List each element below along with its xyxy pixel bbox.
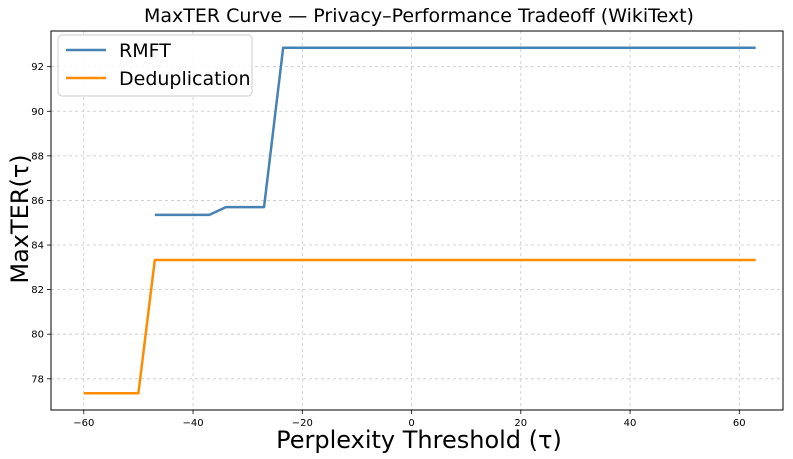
y-tick-label: 90 <box>31 107 44 118</box>
x-axis-ticks: −60 −40 −20 0 20 40 60 <box>73 410 746 429</box>
plot-area <box>50 30 784 411</box>
y-tick-label: 92 <box>31 62 44 73</box>
x-tick-label: 20 <box>514 418 527 429</box>
legend-label: Deduplication <box>119 68 251 90</box>
x-tick-label: −60 <box>73 418 94 429</box>
series-line-deduplication <box>83 258 756 395</box>
y-axis-ticks: 78 80 82 84 86 88 90 92 <box>31 62 51 385</box>
y-tick-label: 84 <box>31 241 44 252</box>
x-tick-label: −40 <box>182 418 203 429</box>
y-tick-label: 86 <box>31 196 44 207</box>
series-line-rmft <box>154 46 756 217</box>
y-tick-label: 78 <box>31 374 44 385</box>
series-layer <box>83 46 756 395</box>
y-axis-label: MaxTER(τ) <box>6 154 34 283</box>
legend-label: RMFT <box>119 40 171 62</box>
grid <box>51 31 783 410</box>
x-axis-label: Perplexity Threshold (τ) <box>276 426 562 454</box>
legend-box <box>57 34 253 97</box>
x-tick-label: −20 <box>292 418 313 429</box>
legend: RMFT Deduplication <box>57 34 253 97</box>
x-tick-label: 60 <box>733 418 746 429</box>
y-tick-label: 80 <box>31 330 44 341</box>
y-tick-label: 82 <box>31 285 44 296</box>
x-tick-label: 40 <box>624 418 637 429</box>
x-tick-label: 0 <box>408 418 414 429</box>
chart-title: MaxTER Curve — Privacy–Performance Trade… <box>144 5 694 27</box>
y-tick-label: 88 <box>31 151 44 162</box>
